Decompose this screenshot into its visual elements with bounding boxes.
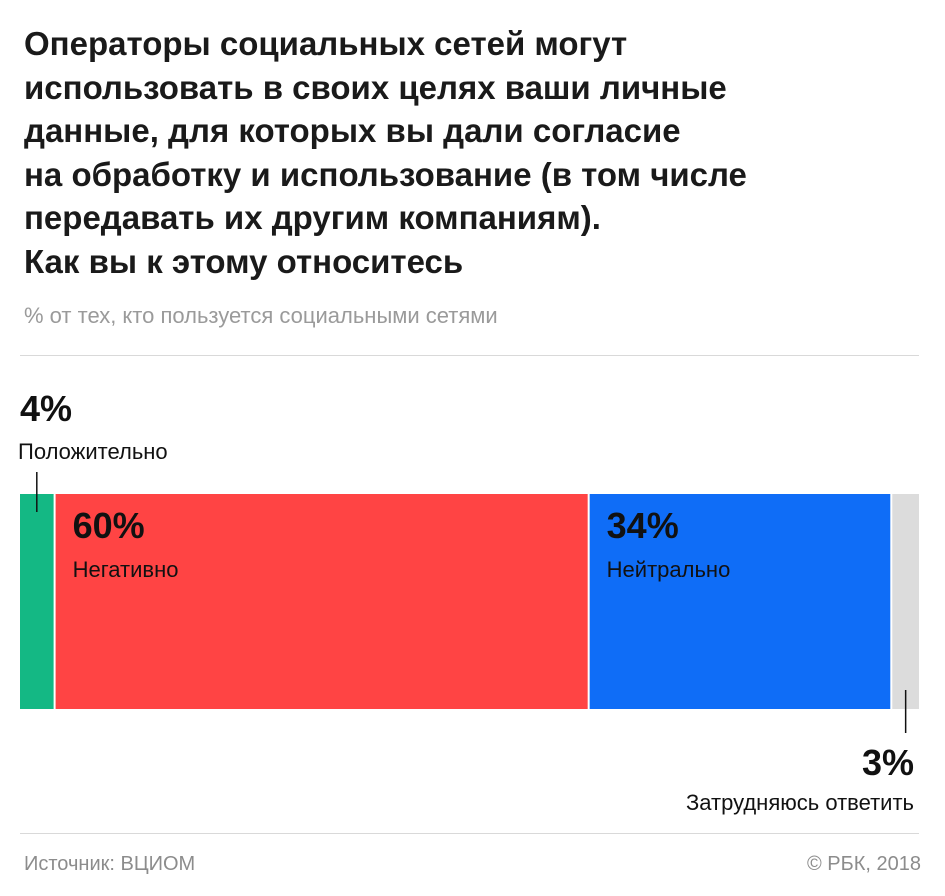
bar-segment-2	[55, 494, 588, 709]
title-line: Операторы социальных сетей могут	[24, 25, 628, 62]
bar-segment-3	[589, 494, 891, 709]
chart-title: Операторы социальных сетей могут использ…	[24, 22, 924, 283]
title-line: Как вы к этому относитесь	[24, 242, 464, 280]
title-line: использовать в своих целях ваши личные	[24, 68, 727, 106]
value-label-4: 3%	[862, 742, 914, 783]
value-label-1: 4%	[20, 388, 72, 429]
bar-segment-4	[892, 494, 919, 709]
category-label-1: Положительно	[18, 439, 168, 464]
category-label-2: Негативно	[73, 557, 179, 582]
value-label-2: 60%	[73, 505, 145, 546]
chart-subtitle: % от тех, кто пользуется социальными сет…	[24, 303, 498, 328]
top-divider	[20, 355, 919, 356]
value-label-3: 34%	[607, 505, 679, 546]
title-line: на обработку и использование (в том числ…	[24, 155, 747, 193]
category-label-3: Нейтрально	[607, 557, 731, 582]
bar-segment-1	[20, 494, 54, 709]
title-line: данные, для которых вы дали согласие	[24, 112, 681, 149]
bottom-divider	[20, 833, 919, 834]
category-label-4: Затрудняюсь ответить	[686, 790, 914, 815]
copyright-note: © РБК, 2018	[806, 853, 921, 875]
title-line: передавать их другим компаниям).	[24, 199, 601, 236]
source-note: Источник: ВЦИОМ	[24, 853, 196, 875]
